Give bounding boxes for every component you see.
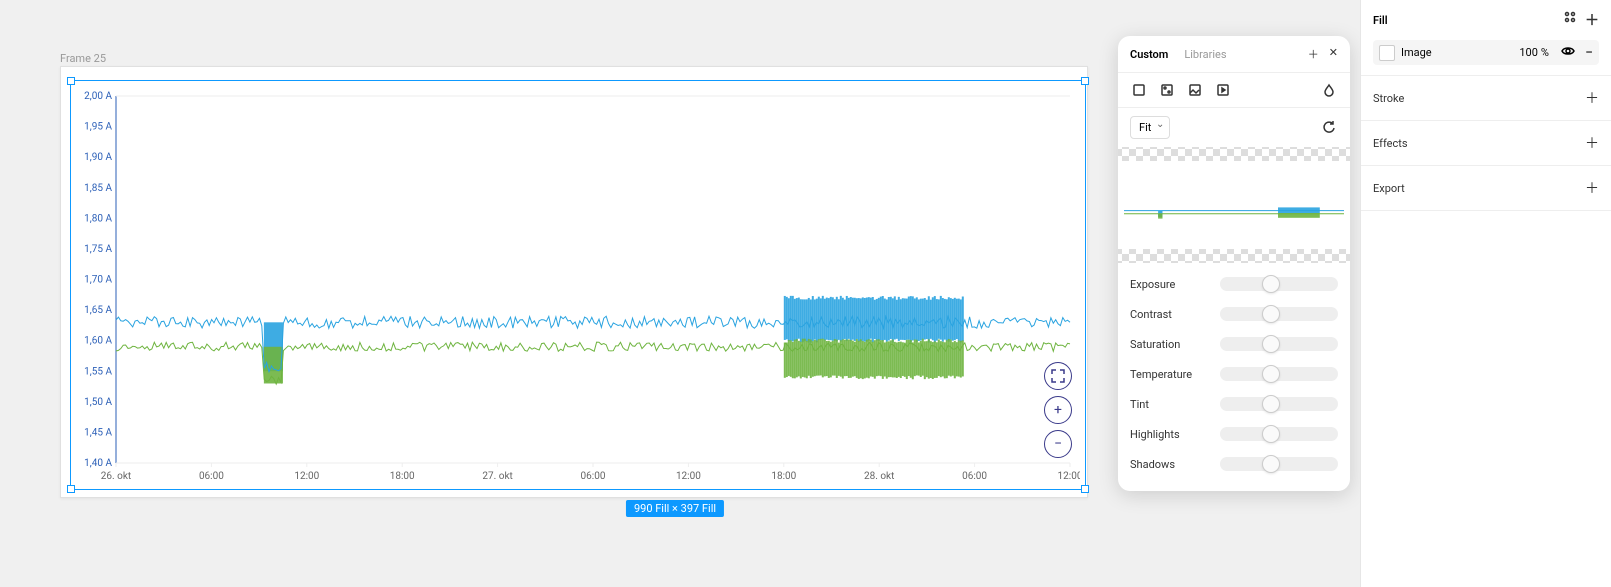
slider-saturation[interactable] bbox=[1220, 337, 1338, 351]
selection-box[interactable] bbox=[70, 80, 1086, 490]
slider-thumb[interactable] bbox=[1262, 275, 1280, 293]
slider-temperature[interactable] bbox=[1220, 367, 1338, 381]
rotate-icon[interactable] bbox=[1322, 120, 1338, 136]
preview-thumbnail[interactable] bbox=[1118, 161, 1350, 249]
slider-thumb[interactable] bbox=[1262, 365, 1280, 383]
add-stroke-icon[interactable]: ＋ bbox=[1585, 88, 1599, 108]
blend-icon[interactable] bbox=[1320, 81, 1338, 99]
fit-row: Fit bbox=[1118, 108, 1350, 147]
stroke-section: Stroke ＋ bbox=[1361, 76, 1611, 121]
adjust-row-highlights: Highlights bbox=[1130, 419, 1338, 449]
adjust-rows: Exposure Contrast Saturation Temperature… bbox=[1118, 263, 1350, 491]
close-icon[interactable]: ✕ bbox=[1329, 46, 1338, 62]
adjust-label: Tint bbox=[1130, 398, 1149, 411]
adjust-label: Contrast bbox=[1130, 308, 1172, 321]
styles-icon[interactable] bbox=[1563, 10, 1577, 30]
fill-section: Fill ＋ Image 100 % − bbox=[1361, 0, 1611, 76]
selection-size-label: 990 Fill × 397 Fill bbox=[626, 500, 724, 517]
adjust-label: Exposure bbox=[1130, 278, 1175, 291]
selection-handle-tl[interactable] bbox=[67, 77, 75, 85]
adjust-label: Temperature bbox=[1130, 368, 1192, 381]
export-label: Export bbox=[1373, 182, 1405, 195]
fill-section-title: Fill bbox=[1373, 14, 1388, 27]
export-section: Export ＋ bbox=[1361, 166, 1611, 211]
slider-tint[interactable] bbox=[1220, 397, 1338, 411]
add-icon[interactable]: ＋ bbox=[1308, 46, 1319, 62]
slider-thumb[interactable] bbox=[1262, 395, 1280, 413]
slider-highlights[interactable] bbox=[1220, 427, 1338, 441]
fill-opacity-unit: % bbox=[1541, 46, 1549, 59]
fill-popup: Custom Libraries ＋ ✕ Fit Exposure Contra… bbox=[1118, 36, 1350, 491]
selection-handle-br[interactable] bbox=[1081, 485, 1089, 493]
fill-swatch[interactable] bbox=[1379, 45, 1395, 61]
video-fill-icon[interactable] bbox=[1214, 81, 1232, 99]
fill-type-row bbox=[1118, 73, 1350, 108]
adjust-label: Shadows bbox=[1130, 458, 1175, 471]
frame-label[interactable]: Frame 25 bbox=[60, 52, 106, 65]
slider-thumb[interactable] bbox=[1262, 425, 1280, 443]
adjust-row-exposure: Exposure bbox=[1130, 269, 1338, 299]
fit-mode-select[interactable]: Fit bbox=[1130, 116, 1170, 139]
add-effect-icon[interactable]: ＋ bbox=[1585, 133, 1599, 153]
add-export-icon[interactable]: ＋ bbox=[1585, 178, 1599, 198]
selection-handle-tr[interactable] bbox=[1081, 77, 1089, 85]
slider-thumb[interactable] bbox=[1262, 305, 1280, 323]
slider-thumb[interactable] bbox=[1262, 455, 1280, 473]
tab-libraries[interactable]: Libraries bbox=[1184, 48, 1226, 61]
add-fill-icon[interactable]: ＋ bbox=[1585, 10, 1599, 30]
adjust-row-tint: Tint bbox=[1130, 389, 1338, 419]
adjust-row-saturation: Saturation bbox=[1130, 329, 1338, 359]
slider-thumb[interactable] bbox=[1262, 335, 1280, 353]
slider-exposure[interactable] bbox=[1220, 277, 1338, 291]
right-panel: Fill ＋ Image 100 % − Stroke ＋ Effects ＋ … bbox=[1360, 0, 1611, 587]
selection-handle-bl[interactable] bbox=[67, 485, 75, 493]
effects-section: Effects ＋ bbox=[1361, 121, 1611, 166]
fill-opacity-value[interactable]: 100 bbox=[1510, 46, 1538, 59]
visibility-toggle-icon[interactable] bbox=[1561, 44, 1575, 61]
adjust-row-shadows: Shadows bbox=[1130, 449, 1338, 479]
tab-custom[interactable]: Custom bbox=[1130, 48, 1168, 61]
remove-fill-icon[interactable]: − bbox=[1585, 45, 1593, 61]
solid-fill-icon[interactable] bbox=[1130, 81, 1148, 99]
slider-shadows[interactable] bbox=[1220, 457, 1338, 471]
gradient-fill-icon[interactable] bbox=[1158, 81, 1176, 99]
effects-label: Effects bbox=[1373, 137, 1408, 150]
preview-wrap bbox=[1118, 147, 1350, 263]
fill-popup-header: Custom Libraries ＋ ✕ bbox=[1118, 36, 1350, 73]
adjust-row-contrast: Contrast bbox=[1130, 299, 1338, 329]
adjust-label: Highlights bbox=[1130, 428, 1180, 441]
adjust-label: Saturation bbox=[1130, 338, 1180, 351]
stroke-label: Stroke bbox=[1373, 92, 1404, 105]
fill-type-label: Image bbox=[1401, 46, 1504, 59]
slider-contrast[interactable] bbox=[1220, 307, 1338, 321]
adjust-row-temperature: Temperature bbox=[1130, 359, 1338, 389]
image-fill-icon[interactable] bbox=[1186, 81, 1204, 99]
fill-row[interactable]: Image 100 % − bbox=[1373, 40, 1599, 65]
